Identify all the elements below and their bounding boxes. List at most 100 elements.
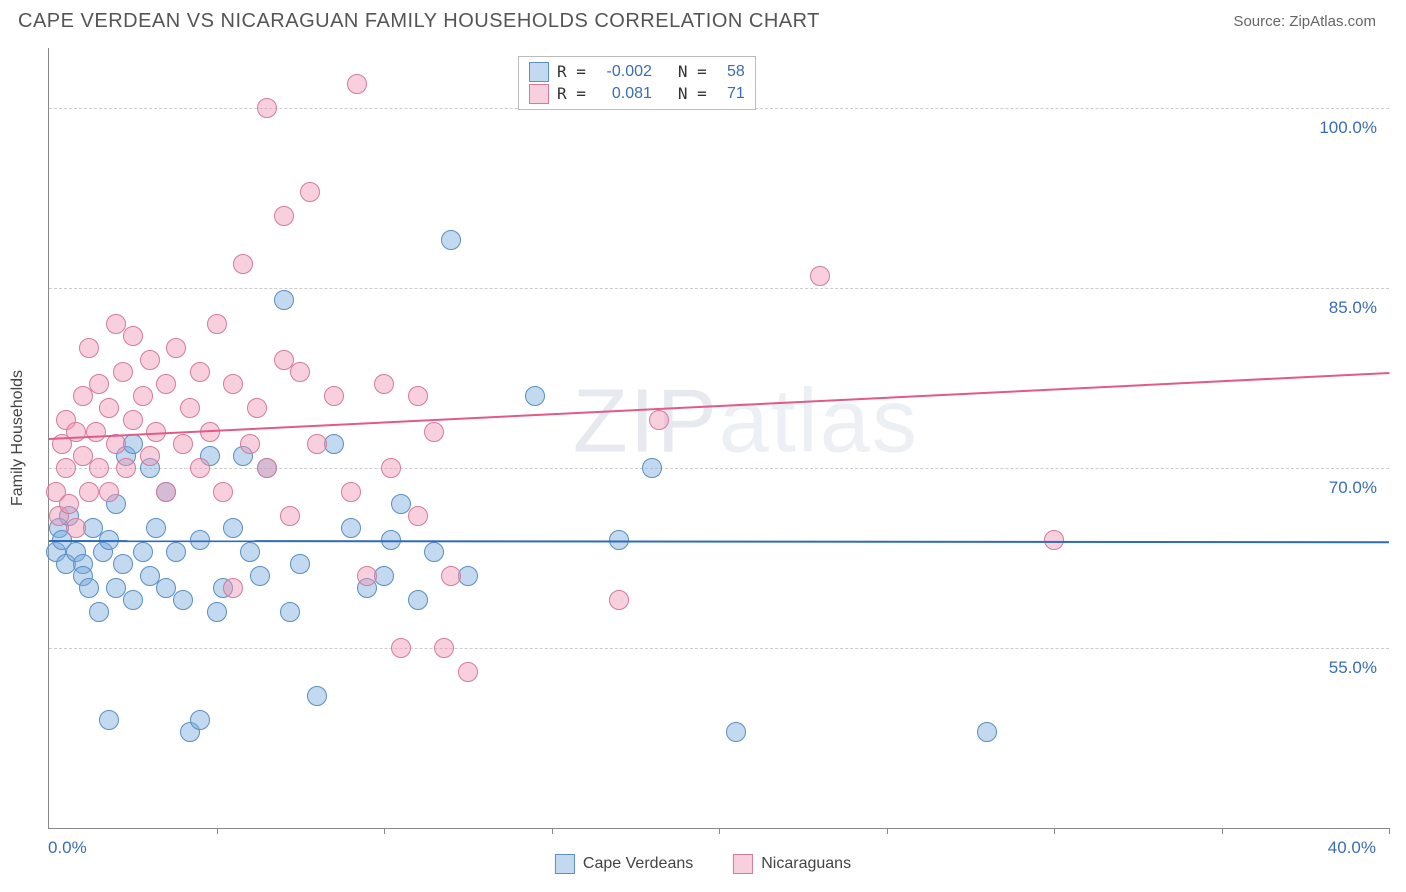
x-tick: [1054, 828, 1055, 834]
data-point-nicaraguans: [133, 386, 153, 406]
stats-legend-row: R = -0.002 N = 58: [529, 61, 745, 83]
chart-container: Family Households ZIPatlas 55.0%70.0%85.…: [48, 48, 1388, 828]
x-tick: [552, 828, 553, 834]
data-point-nicaraguans: [274, 206, 294, 226]
data-point-nicaraguans: [441, 566, 461, 586]
data-point-nicaraguans: [357, 566, 377, 586]
data-point-cape_verdeans: [190, 710, 210, 730]
data-point-nicaraguans: [123, 410, 143, 430]
stats-legend: R =-0.002N =58R = 0.081N =71: [518, 56, 756, 110]
x-axis-max-label: 40.0%: [1328, 838, 1376, 858]
data-point-cape_verdeans: [123, 590, 143, 610]
data-point-cape_verdeans: [250, 566, 270, 586]
data-point-cape_verdeans: [223, 518, 243, 538]
data-point-cape_verdeans: [274, 290, 294, 310]
data-point-nicaraguans: [89, 374, 109, 394]
data-point-cape_verdeans: [113, 554, 133, 574]
y-axis-title: Family Households: [9, 370, 27, 506]
gridline: [49, 288, 1389, 289]
data-point-nicaraguans: [89, 458, 109, 478]
data-point-nicaraguans: [424, 422, 444, 442]
data-point-nicaraguans: [190, 458, 210, 478]
data-point-nicaraguans: [140, 350, 160, 370]
r-label: R =: [557, 61, 586, 83]
data-point-nicaraguans: [190, 362, 210, 382]
legend-swatch: [529, 84, 549, 104]
data-point-cape_verdeans: [280, 602, 300, 622]
legend-swatch: [529, 62, 549, 82]
chart-title: CAPE VERDEAN VS NICARAGUAN FAMILY HOUSEH…: [18, 10, 820, 33]
plot-area: ZIPatlas 55.0%70.0%85.0%100.0%R =-0.002N…: [48, 48, 1389, 829]
source-label: Source: ZipAtlas.com: [1233, 13, 1376, 30]
data-point-nicaraguans: [123, 326, 143, 346]
x-axis-min-label: 0.0%: [48, 838, 87, 858]
data-point-nicaraguans: [56, 458, 76, 478]
data-point-nicaraguans: [79, 482, 99, 502]
data-point-nicaraguans: [347, 74, 367, 94]
r-label: R =: [557, 83, 586, 105]
data-point-nicaraguans: [73, 386, 93, 406]
data-point-cape_verdeans: [424, 542, 444, 562]
x-tick: [719, 828, 720, 834]
data-point-nicaraguans: [59, 494, 79, 514]
legend-item: Cape Verdeans: [555, 854, 693, 874]
data-point-cape_verdeans: [341, 518, 361, 538]
data-point-nicaraguans: [257, 458, 277, 478]
data-point-nicaraguans: [374, 374, 394, 394]
n-value: 71: [715, 83, 745, 105]
data-point-nicaraguans: [180, 398, 200, 418]
data-point-nicaraguans: [240, 434, 260, 454]
data-point-nicaraguans: [86, 422, 106, 442]
n-value: 58: [715, 61, 745, 83]
data-point-nicaraguans: [307, 434, 327, 454]
y-tick-label: 70.0%: [1329, 478, 1377, 498]
data-point-nicaraguans: [391, 638, 411, 658]
data-point-nicaraguans: [434, 638, 454, 658]
data-point-nicaraguans: [113, 362, 133, 382]
legend-swatch: [733, 854, 753, 874]
data-point-cape_verdeans: [207, 602, 227, 622]
stats-legend-row: R = 0.081N =71: [529, 83, 745, 105]
data-point-cape_verdeans: [173, 590, 193, 610]
x-tick: [1389, 828, 1390, 834]
data-point-nicaraguans: [408, 506, 428, 526]
chart-header: CAPE VERDEAN VS NICARAGUAN FAMILY HOUSEH…: [0, 0, 1406, 39]
data-point-nicaraguans: [173, 434, 193, 454]
gridline: [49, 468, 1389, 469]
data-point-nicaraguans: [66, 518, 86, 538]
data-point-nicaraguans: [79, 338, 99, 358]
data-point-nicaraguans: [213, 482, 233, 502]
data-point-nicaraguans: [257, 98, 277, 118]
n-label: N =: [678, 83, 707, 105]
data-point-cape_verdeans: [133, 542, 153, 562]
data-point-cape_verdeans: [307, 686, 327, 706]
data-point-nicaraguans: [156, 482, 176, 502]
data-point-cape_verdeans: [146, 518, 166, 538]
data-point-cape_verdeans: [642, 458, 662, 478]
data-point-cape_verdeans: [441, 230, 461, 250]
n-label: N =: [678, 61, 707, 83]
data-point-nicaraguans: [408, 386, 428, 406]
data-point-cape_verdeans: [166, 542, 186, 562]
y-tick-label: 85.0%: [1329, 298, 1377, 318]
data-point-cape_verdeans: [726, 722, 746, 742]
data-point-nicaraguans: [649, 410, 669, 430]
data-point-nicaraguans: [140, 446, 160, 466]
series-legend: Cape Verdeans Nicaraguans: [555, 854, 851, 874]
data-point-nicaraguans: [280, 506, 300, 526]
r-value: -0.002: [594, 61, 652, 83]
data-point-nicaraguans: [810, 266, 830, 286]
data-point-nicaraguans: [166, 338, 186, 358]
data-point-cape_verdeans: [79, 578, 99, 598]
legend-item: Nicaraguans: [733, 854, 851, 874]
data-point-nicaraguans: [290, 362, 310, 382]
data-point-nicaraguans: [381, 458, 401, 478]
data-point-cape_verdeans: [525, 386, 545, 406]
data-point-nicaraguans: [458, 662, 478, 682]
data-point-cape_verdeans: [290, 554, 310, 574]
data-point-nicaraguans: [341, 482, 361, 502]
data-point-nicaraguans: [223, 578, 243, 598]
data-point-nicaraguans: [99, 482, 119, 502]
data-point-nicaraguans: [609, 590, 629, 610]
x-tick: [1222, 828, 1223, 834]
